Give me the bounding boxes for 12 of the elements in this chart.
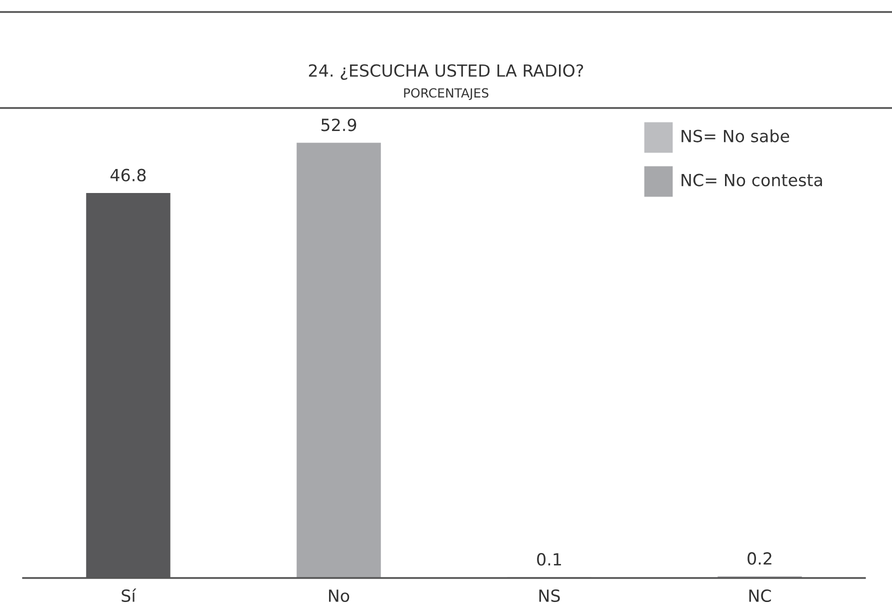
annotation: NC= No contesta: [682, 174, 822, 186]
x-tick-label: Sí: [122, 588, 136, 602]
x-tick-label: NC: [749, 589, 771, 602]
x-tick-label: No: [329, 590, 350, 602]
data-label: 0.2: [748, 552, 772, 565]
chart-title: 24. ¿ESCUCHA USTED LA RADIO?: [308, 64, 584, 80]
x-tick-label: NS: [539, 589, 560, 602]
data-label: 46.8: [110, 168, 146, 182]
chart-subtitle: PORCENTAJES: [404, 88, 488, 100]
text: NS= No sabe: [682, 129, 790, 142]
data-label: 52.9: [321, 118, 356, 132]
data-label: 0.1: [537, 553, 561, 566]
